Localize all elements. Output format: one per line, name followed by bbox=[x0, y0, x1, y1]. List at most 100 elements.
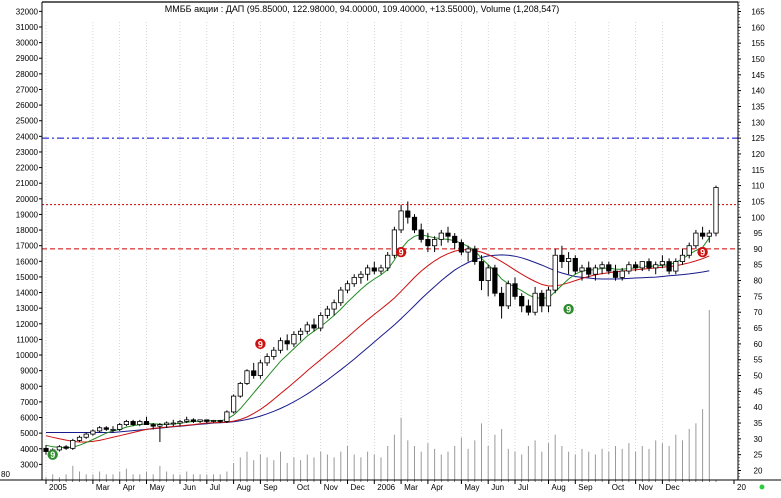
signal-marker bbox=[255, 338, 266, 350]
x-axis-tick-label: Aug bbox=[237, 483, 251, 492]
candle-body bbox=[485, 267, 491, 281]
candle-body bbox=[217, 420, 223, 422]
left-axis-tick-label: 3000 bbox=[20, 460, 38, 469]
left-axis-tick-label: 25000 bbox=[16, 117, 39, 126]
left-axis-tick-label: 20000 bbox=[16, 195, 39, 204]
candle-body bbox=[163, 422, 170, 426]
left-axis-tick-label: 18000 bbox=[16, 226, 39, 235]
left-axis-tick-label: 16000 bbox=[16, 257, 39, 266]
signal-marker-label: 9 bbox=[258, 339, 263, 349]
candle-body bbox=[458, 242, 465, 253]
left-axis-tick-label: 23000 bbox=[16, 148, 39, 157]
volume-layer bbox=[45, 310, 710, 480]
candle-body bbox=[411, 216, 418, 231]
left-axis-tick-label: 10000 bbox=[16, 351, 39, 360]
x-axis-tick-label: Jul bbox=[518, 483, 528, 492]
right-axis-tick-label: 95 bbox=[754, 229, 763, 238]
candle-body bbox=[150, 424, 156, 427]
marker-layer: 9 9 9 9 9 bbox=[47, 246, 708, 460]
candle-body bbox=[405, 210, 411, 218]
candle-body bbox=[646, 261, 652, 269]
candle-body bbox=[244, 370, 250, 384]
candle-body bbox=[224, 411, 230, 422]
x-axis-tick-label: Sep bbox=[263, 483, 278, 492]
left-axis-tick-label: 27000 bbox=[16, 85, 39, 94]
candle-body bbox=[170, 422, 176, 425]
candle-body bbox=[43, 447, 49, 452]
left-axis-tick-label: 15000 bbox=[16, 273, 39, 282]
x-axis-tick-label: Jun bbox=[183, 483, 196, 492]
candle-body bbox=[512, 283, 518, 297]
candle-body bbox=[559, 254, 565, 262]
signal-marker bbox=[563, 303, 574, 315]
right-axis-tick-label: 145 bbox=[751, 71, 765, 80]
candle-body bbox=[130, 421, 136, 426]
x-axis-tick-label: Oct bbox=[297, 483, 310, 492]
candle-body bbox=[304, 324, 310, 332]
right-axis-tick-label: 140 bbox=[751, 87, 765, 96]
candle-body bbox=[190, 419, 196, 422]
right-axis-tick-label: 55 bbox=[754, 356, 763, 365]
candle-body bbox=[344, 283, 351, 291]
left-axis-tick-label: 12000 bbox=[16, 320, 39, 329]
candle-body bbox=[63, 446, 69, 449]
right-axis-tick-label: 125 bbox=[751, 134, 765, 143]
candle-body bbox=[237, 383, 243, 397]
candle-body bbox=[633, 264, 639, 269]
candle-body bbox=[251, 370, 257, 376]
candle-body bbox=[418, 229, 424, 240]
candle-body bbox=[358, 273, 364, 278]
left-axis-tick-label: 31000 bbox=[16, 23, 39, 32]
right-axis-tick-label: 25 bbox=[754, 451, 763, 460]
candle-body bbox=[157, 424, 163, 427]
candle-body bbox=[90, 430, 96, 435]
candle-body bbox=[472, 248, 478, 262]
left-axis-tick-label: 11000 bbox=[16, 335, 38, 344]
candle-body bbox=[103, 427, 109, 430]
candle-body bbox=[532, 292, 538, 313]
right-axis-tick-label: 70 bbox=[754, 308, 763, 317]
candle-body bbox=[659, 261, 666, 266]
right-axis-tick-label: 135 bbox=[751, 102, 765, 111]
candle-body bbox=[679, 254, 686, 262]
x-axis-tick-label: Aug bbox=[552, 483, 566, 492]
left-axis-tick-label: 4000 bbox=[20, 445, 38, 454]
candle-body bbox=[197, 419, 203, 422]
x-axis-tick-label: May bbox=[150, 483, 165, 492]
candle-body bbox=[452, 235, 458, 243]
right-axis-tick-label: 130 bbox=[751, 118, 765, 127]
candle-body bbox=[572, 258, 578, 272]
candle-layer bbox=[43, 185, 719, 455]
left-axis-tick-label: 14000 bbox=[16, 289, 39, 298]
right-axis-tick-label: 85 bbox=[754, 261, 763, 270]
left-axis-tick-label: 17000 bbox=[16, 242, 39, 251]
candle-body bbox=[184, 419, 190, 422]
right-axis-tick-label: 120 bbox=[751, 150, 765, 159]
candle-body bbox=[177, 421, 183, 424]
right-axis-tick-label: 65 bbox=[754, 324, 763, 333]
x-axis-tick-label: Mar bbox=[404, 483, 418, 492]
candle-body bbox=[318, 314, 324, 329]
candle-body bbox=[612, 270, 619, 278]
candle-body bbox=[438, 232, 444, 240]
candle-body bbox=[579, 267, 585, 272]
candle-body bbox=[545, 289, 552, 307]
candle-body bbox=[519, 295, 525, 307]
right-axis-tick-label: 75 bbox=[754, 292, 763, 301]
left-axis-tick-label: 28000 bbox=[16, 70, 39, 79]
signal-marker-label: 9 bbox=[50, 450, 55, 460]
candle-body bbox=[123, 421, 129, 426]
candle-body bbox=[351, 277, 357, 285]
right-axis-tick-label: 60 bbox=[754, 340, 763, 349]
candle-body bbox=[284, 340, 290, 345]
candle-body bbox=[97, 427, 103, 432]
candle-body bbox=[70, 440, 76, 449]
right-axis-tick-label: 90 bbox=[754, 245, 763, 254]
x-axis-tick-label: Jul bbox=[210, 483, 220, 492]
x-axis-tick-label: Apr bbox=[431, 483, 444, 492]
candle-body bbox=[492, 267, 498, 294]
right-axis-tick-label: 30 bbox=[754, 435, 763, 444]
